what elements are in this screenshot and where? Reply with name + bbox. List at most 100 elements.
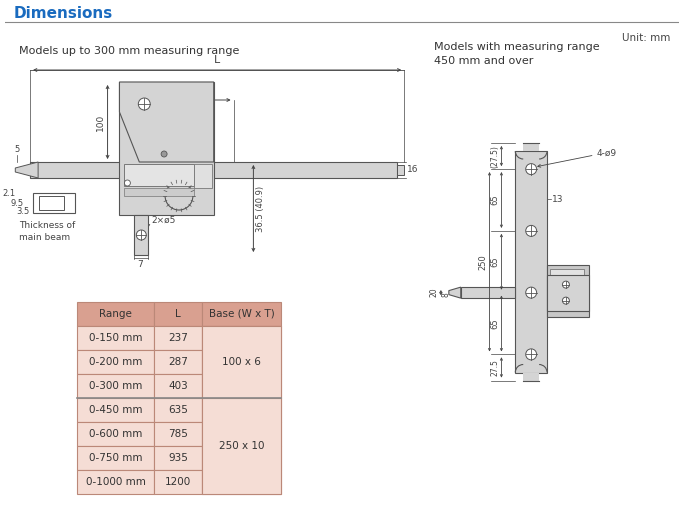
- Text: 5: 5: [15, 145, 20, 154]
- Bar: [154, 422, 202, 446]
- Circle shape: [165, 182, 193, 210]
- Text: 2.1: 2.1: [2, 190, 16, 199]
- Bar: [77, 326, 154, 350]
- Text: 100 x 6: 100 x 6: [222, 357, 261, 367]
- Text: L: L: [214, 55, 220, 65]
- Bar: [30, 162, 397, 178]
- Bar: [39, 196, 64, 210]
- Bar: [154, 302, 202, 326]
- Bar: [202, 398, 281, 494]
- Bar: [77, 350, 154, 374]
- Bar: [154, 446, 202, 470]
- Text: 27.5: 27.5: [490, 359, 500, 376]
- Bar: [154, 470, 202, 494]
- Bar: [33, 193, 75, 213]
- Text: 250: 250: [479, 254, 488, 270]
- Text: 3.5: 3.5: [16, 206, 29, 216]
- Bar: [569, 291, 584, 299]
- Text: 0-600 mm: 0-600 mm: [89, 429, 142, 439]
- Circle shape: [136, 230, 146, 240]
- Bar: [77, 374, 154, 398]
- Text: Models up to 300 mm measuring range: Models up to 300 mm measuring range: [19, 46, 240, 56]
- Bar: [134, 215, 148, 255]
- Bar: [547, 265, 589, 316]
- Circle shape: [161, 151, 167, 157]
- Text: 100: 100: [96, 113, 105, 131]
- Bar: [202, 398, 281, 422]
- Text: 250 x 10: 250 x 10: [219, 441, 264, 451]
- Text: 65: 65: [490, 195, 500, 205]
- Bar: [547, 275, 589, 311]
- Text: 8: 8: [442, 292, 451, 297]
- Text: 635: 635: [168, 405, 188, 415]
- Polygon shape: [120, 82, 214, 162]
- Bar: [202, 422, 281, 446]
- Circle shape: [562, 281, 570, 288]
- Bar: [397, 165, 404, 175]
- Text: 237: 237: [168, 333, 188, 343]
- Bar: [524, 143, 539, 151]
- Bar: [124, 164, 194, 186]
- Text: 0-150 mm: 0-150 mm: [89, 333, 142, 343]
- Text: Thickness of
main beam: Thickness of main beam: [19, 221, 75, 242]
- Text: 0-1000 mm: 0-1000 mm: [86, 477, 145, 487]
- Text: Models with measuring range
450 mm and over: Models with measuring range 450 mm and o…: [434, 42, 600, 66]
- Bar: [77, 398, 154, 422]
- Text: 16: 16: [407, 165, 419, 175]
- Bar: [550, 269, 584, 286]
- Bar: [202, 326, 281, 398]
- Text: (27.5): (27.5): [490, 145, 500, 168]
- Circle shape: [139, 98, 150, 110]
- Bar: [202, 302, 281, 326]
- Text: 20: 20: [430, 288, 439, 297]
- Text: 75.3 (73.7): 75.3 (73.7): [159, 87, 209, 96]
- Bar: [124, 188, 194, 196]
- Bar: [77, 470, 154, 494]
- Bar: [202, 374, 281, 398]
- Text: 36.5 (40.9): 36.5 (40.9): [257, 186, 265, 232]
- Bar: [202, 470, 281, 494]
- Text: 935: 935: [168, 453, 188, 463]
- Bar: [194, 164, 212, 188]
- Bar: [154, 350, 202, 374]
- Text: Unit: mm: Unit: mm: [622, 33, 670, 43]
- Bar: [202, 446, 281, 470]
- Text: 7: 7: [137, 260, 143, 269]
- Text: Range: Range: [99, 309, 132, 319]
- Text: 65: 65: [490, 318, 500, 329]
- Bar: [77, 302, 154, 326]
- Text: 785: 785: [168, 429, 188, 439]
- Text: 2×ø5: 2×ø5: [151, 216, 176, 224]
- Text: 0-300 mm: 0-300 mm: [89, 381, 142, 391]
- Polygon shape: [449, 287, 461, 298]
- Text: 4-ø9: 4-ø9: [597, 148, 617, 158]
- Bar: [515, 151, 547, 373]
- Text: 1200: 1200: [165, 477, 191, 487]
- Bar: [120, 82, 214, 215]
- Circle shape: [526, 163, 536, 175]
- Bar: [77, 446, 154, 470]
- Text: 0-200 mm: 0-200 mm: [89, 357, 142, 367]
- Bar: [77, 422, 154, 446]
- Bar: [202, 350, 281, 374]
- Bar: [154, 326, 202, 350]
- Bar: [154, 398, 202, 422]
- Text: 403: 403: [168, 381, 188, 391]
- Circle shape: [526, 287, 536, 298]
- Text: 0-750 mm: 0-750 mm: [89, 453, 142, 463]
- Polygon shape: [16, 162, 38, 178]
- Bar: [550, 291, 565, 299]
- Circle shape: [526, 349, 536, 360]
- Circle shape: [526, 225, 536, 236]
- Bar: [202, 326, 281, 350]
- Bar: [154, 374, 202, 398]
- Text: 0-450 mm: 0-450 mm: [89, 405, 142, 415]
- Text: 13: 13: [552, 194, 564, 204]
- Bar: [524, 373, 539, 381]
- Text: 9.5: 9.5: [10, 199, 23, 207]
- Bar: [461, 287, 515, 298]
- Text: 287: 287: [168, 357, 188, 367]
- Text: Base (W x T): Base (W x T): [208, 309, 274, 319]
- Circle shape: [562, 297, 570, 304]
- Text: 65: 65: [490, 256, 500, 267]
